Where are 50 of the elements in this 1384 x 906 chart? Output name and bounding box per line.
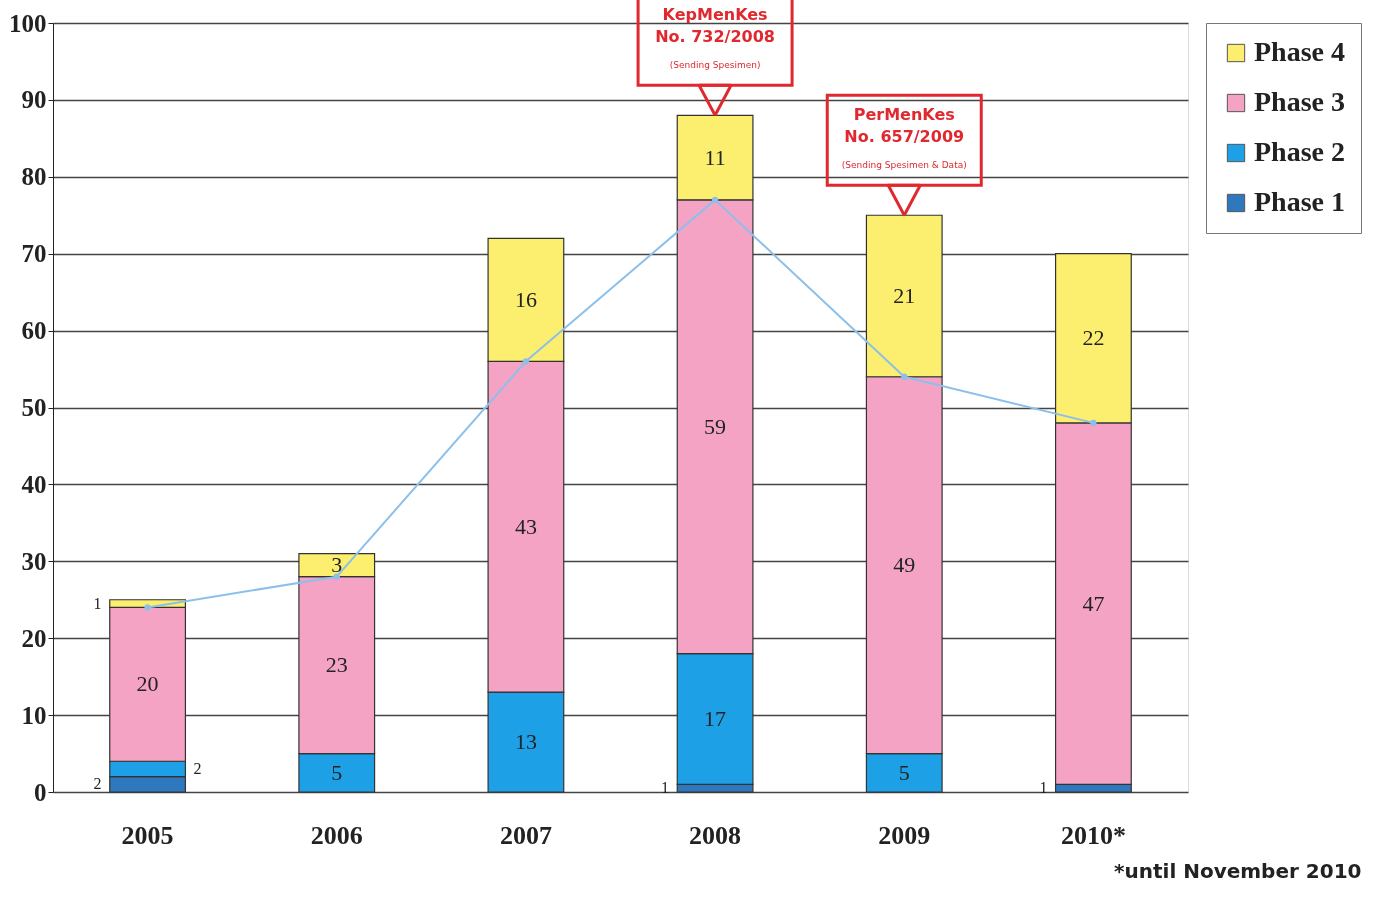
data-label: 21: [893, 282, 916, 308]
point: [522, 358, 530, 365]
data-label: 17: [704, 705, 727, 731]
x-tick-label: 2006: [310, 820, 363, 850]
y-tick-label: 40: [21, 470, 47, 498]
x-tick-label: 2010*: [1060, 820, 1126, 850]
data-label: 16: [514, 286, 537, 312]
legend-label: Phase 1: [1254, 186, 1345, 217]
y-tick-label: 90: [21, 86, 47, 114]
y-tick-label: 10: [21, 701, 47, 729]
data-label: 22: [1082, 325, 1105, 351]
legend-label: Phase 2: [1254, 136, 1345, 167]
data-label: 1: [1039, 779, 1048, 797]
data-label: 5: [898, 759, 910, 785]
x-tick-label: 2007: [499, 820, 552, 850]
y-tick-label: 20: [21, 624, 47, 652]
y-tick-label: 60: [21, 317, 47, 345]
y-tick-label: 30: [21, 547, 47, 575]
y-tick-label: 0: [34, 778, 47, 806]
data-label: 20: [136, 671, 159, 697]
data-label: 1: [661, 779, 670, 797]
data-label: 3: [331, 552, 343, 578]
data-label: 13: [514, 729, 537, 755]
legend-label: Phase 3: [1254, 86, 1345, 117]
data-label: 43: [514, 513, 537, 539]
y-tick-label: 70: [21, 240, 47, 268]
x-tick-label: 2008: [689, 820, 742, 850]
data-label: 47: [1082, 590, 1105, 616]
text: *until November 2010: [1114, 859, 1362, 883]
data-label: 1: [93, 594, 102, 612]
data-label: 59: [704, 413, 727, 439]
data-label: 2: [193, 759, 202, 777]
point: [144, 604, 151, 611]
y-tick-label: 80: [21, 163, 47, 191]
data-label: 5: [331, 759, 343, 785]
point: [711, 196, 719, 204]
point: [1090, 419, 1097, 427]
annotation: PerMenKes No. 657/2009 (Sending Spesimen & Data): [841, 105, 967, 171]
data-label: 11: [704, 144, 726, 170]
y-tick-label: 50: [21, 394, 47, 421]
y-tick-label: 100: [9, 9, 47, 37]
annotation: KepMenKes No. 732/2008 (Sending Spesimen): [655, 5, 775, 71]
point: [333, 573, 340, 580]
point: [901, 373, 908, 380]
data-label: 2: [93, 775, 102, 793]
data-label: 49: [893, 552, 916, 578]
data-label: 23: [325, 652, 348, 678]
x-tick-label: 2009: [878, 820, 931, 850]
x-tick-label: 2005: [121, 820, 174, 850]
legend-label: Phase 4: [1254, 36, 1345, 67]
